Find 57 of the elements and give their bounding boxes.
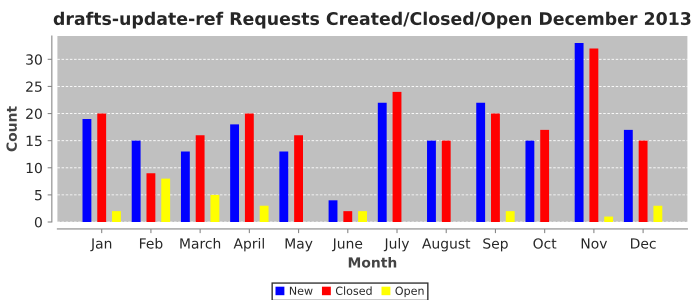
bar — [378, 102, 387, 222]
bar — [244, 114, 254, 222]
bar — [132, 140, 141, 222]
y-tick-label: 20 — [26, 108, 42, 120]
bar — [343, 211, 352, 222]
bar — [161, 178, 170, 222]
x-tick-label: May — [286, 238, 313, 252]
legend-label: New — [290, 286, 313, 295]
legend-label: Closed — [336, 286, 372, 295]
y-tick-label: 30 — [26, 54, 42, 65]
bar — [525, 140, 534, 222]
chart-title: drafts-update-ref Requests Created/Closed/Open December 2013 — [54, 12, 690, 28]
bar — [358, 211, 367, 222]
x-tick-label: Jan — [90, 238, 112, 252]
bar — [491, 114, 500, 222]
x-tick-label: June — [332, 238, 362, 252]
bar — [97, 114, 106, 222]
y-tick-label: 10 — [26, 162, 42, 174]
x-tick-label: Nov — [582, 238, 608, 249]
bar — [624, 130, 633, 222]
bar — [392, 92, 402, 222]
x-axis-title: Month — [348, 256, 396, 268]
y-tick-label: 5 — [35, 190, 42, 200]
y-axis-title: Count — [6, 106, 17, 152]
bar — [442, 140, 451, 222]
x-tick-label: July — [384, 238, 410, 252]
x-tick-label: Oct — [533, 238, 556, 249]
bar — [82, 118, 92, 222]
x-tick-label: March — [180, 238, 220, 249]
bar — [589, 48, 598, 222]
bar — [540, 130, 550, 222]
bar — [210, 194, 220, 222]
bar — [574, 43, 584, 222]
x-tick-label: Dec — [631, 238, 656, 249]
y-tick-label: 0 — [34, 216, 42, 228]
x-tick-label: Feb — [140, 238, 162, 249]
bar — [476, 102, 486, 222]
bar — [196, 135, 205, 222]
legend-label: Open — [395, 286, 424, 298]
bar — [506, 211, 515, 222]
bar — [294, 135, 303, 222]
y-tick-label: 15 — [26, 136, 42, 146]
x-tick-label: August — [422, 238, 470, 252]
bar — [638, 140, 648, 222]
y-tick-label: 25 — [26, 81, 42, 92]
x-tick-label: April — [234, 238, 264, 252]
bar — [146, 173, 156, 222]
bar — [653, 206, 662, 222]
bar — [427, 140, 436, 222]
bar — [604, 216, 614, 222]
bar — [279, 152, 288, 222]
bar — [328, 200, 338, 222]
bar — [180, 152, 190, 222]
bar — [260, 206, 269, 222]
bar — [112, 211, 121, 222]
bar — [230, 124, 240, 222]
x-tick-label: Sep — [483, 238, 508, 252]
